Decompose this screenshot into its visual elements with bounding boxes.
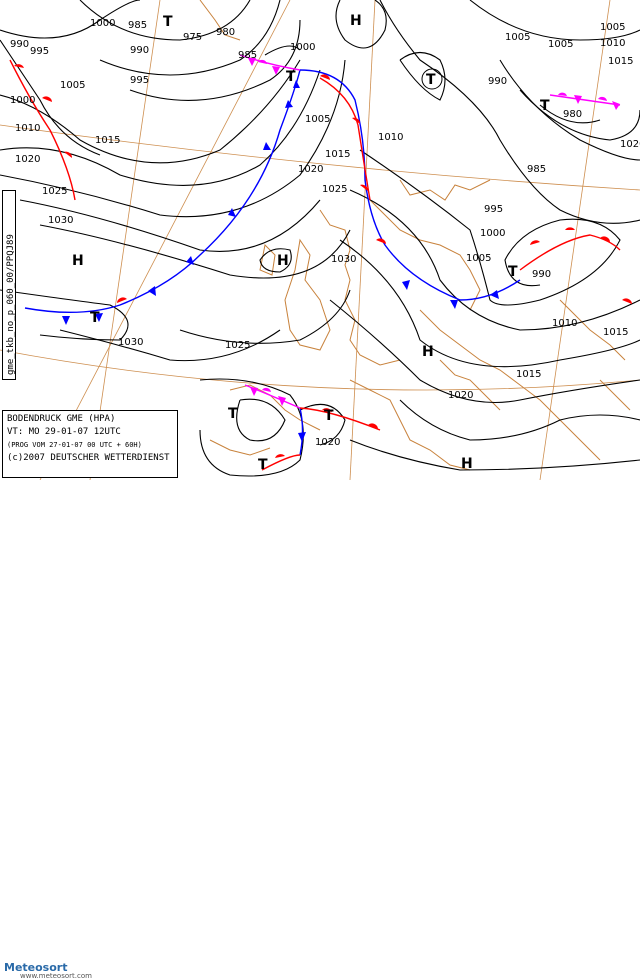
isobar-label: 1010	[600, 38, 625, 49]
isobar-label: 1000	[90, 18, 115, 29]
isobar-label: 990	[130, 45, 149, 56]
low-center: T	[508, 264, 518, 280]
low-center: T	[286, 69, 296, 85]
isobar-label: 975	[183, 32, 202, 43]
warm-front	[299, 69, 521, 301]
isobar-label: 1025	[42, 186, 67, 197]
high-center: H	[422, 344, 434, 360]
isobar-label: 1025	[225, 340, 250, 351]
high-center: H	[72, 253, 84, 269]
fronts	[9, 54, 621, 471]
occluded-front	[239, 54, 301, 71]
isobar-label: 1015	[95, 135, 120, 146]
isobar-label: 985	[238, 50, 257, 61]
isobar-label: 985	[128, 20, 147, 31]
isobar-label: 990	[488, 76, 507, 87]
isobar-label: 985	[527, 164, 546, 175]
info-forecast-base: (PROG VOM 27-01-07 00 UTC + 60H)	[7, 441, 142, 449]
low-center: T	[540, 98, 550, 114]
isobar-label: 1030	[118, 337, 143, 348]
isobar-label: 1020	[15, 154, 40, 165]
isobar-label: 1005	[60, 80, 85, 91]
info-copyright: (c)2007 DEUTSCHER WETTERDIENST	[7, 453, 170, 463]
occluded-front-south	[244, 384, 301, 409]
front-west	[9, 59, 76, 201]
info-title: BODENDRUCK GME (HPA)	[7, 414, 116, 424]
isobar-label: 1015	[325, 149, 350, 160]
high-center: H	[277, 253, 289, 269]
low-center: T	[163, 14, 173, 30]
isobars	[0, 0, 640, 477]
isobar-label: 1020	[448, 390, 473, 401]
meteosort-logo[interactable]: Meteosort www.meteosort.com	[4, 961, 92, 980]
isobar-label: 1005	[305, 114, 330, 125]
isobar-label: 1000	[10, 95, 35, 106]
isobar-label: 1020	[315, 437, 340, 448]
low-center: T	[324, 408, 334, 424]
warm-front-east	[519, 234, 621, 271]
isobar-label: 1030	[331, 254, 356, 265]
isobar-label: 1015	[608, 56, 633, 67]
isobar-label: 1010	[552, 318, 577, 329]
warm-front-north	[319, 77, 371, 201]
isobar-label: 995	[484, 204, 503, 215]
isobar-label: 1005	[505, 32, 530, 43]
isobar-label: 995	[130, 75, 149, 86]
low-center: T	[258, 457, 268, 473]
isobar-label: 1005	[548, 39, 573, 50]
isobar-label: 1000	[290, 42, 315, 53]
high-center: H	[461, 456, 473, 472]
product-id-text: gme_tkb_no_p_060_00/PPQJ89	[6, 234, 16, 375]
cold-front	[24, 69, 301, 314]
isobar-label: 1030	[48, 215, 73, 226]
coastline	[199, 0, 631, 471]
isobar-label: 980	[216, 27, 235, 38]
front-bottom	[261, 454, 301, 471]
footer-bar: Meteosort www.meteosort.com	[0, 480, 640, 980]
low-center: T	[426, 72, 436, 88]
isobar-label: 1010	[15, 123, 40, 134]
warm-front-south	[299, 407, 381, 431]
isobar-label: 990	[10, 39, 29, 50]
isobar-label: 1020	[620, 139, 640, 150]
product-id-label: gme_tkb_no_p_060_00/PPQJ89	[2, 190, 16, 380]
cold-front-south	[299, 407, 304, 456]
isobar-label: 1005	[600, 22, 625, 33]
isobar-label: 980	[563, 109, 582, 120]
logo-url: www.meteosort.com	[20, 972, 92, 980]
isobar-label: 1020	[298, 164, 323, 175]
info-valid-time: VT: MO 29-01-07 12UTC	[7, 427, 121, 437]
low-center: T	[90, 310, 100, 326]
isobar-label: 995	[30, 46, 49, 57]
low-center: T	[228, 406, 238, 422]
isobar-label: 1015	[603, 327, 628, 338]
high-center: H	[350, 13, 362, 29]
isobar-label: 990	[532, 269, 551, 280]
isobar-label: 1005	[466, 253, 491, 264]
isobar-label: 1010	[378, 132, 403, 143]
front-symbols	[14, 58, 632, 458]
isobar-labels: 990 995 1000 985 975 980 985 1000 1005 1…	[10, 18, 640, 448]
chart-info-box: BODENDRUCK GME (HPA) VT: MO 29-01-07 12U…	[2, 410, 178, 478]
pressure-centers: T H T T T H H T T H T T T H	[72, 13, 550, 473]
isobar-label: 1000	[480, 228, 505, 239]
isobar-label: 1015	[516, 369, 541, 380]
isobar-label: 1025	[322, 184, 347, 195]
